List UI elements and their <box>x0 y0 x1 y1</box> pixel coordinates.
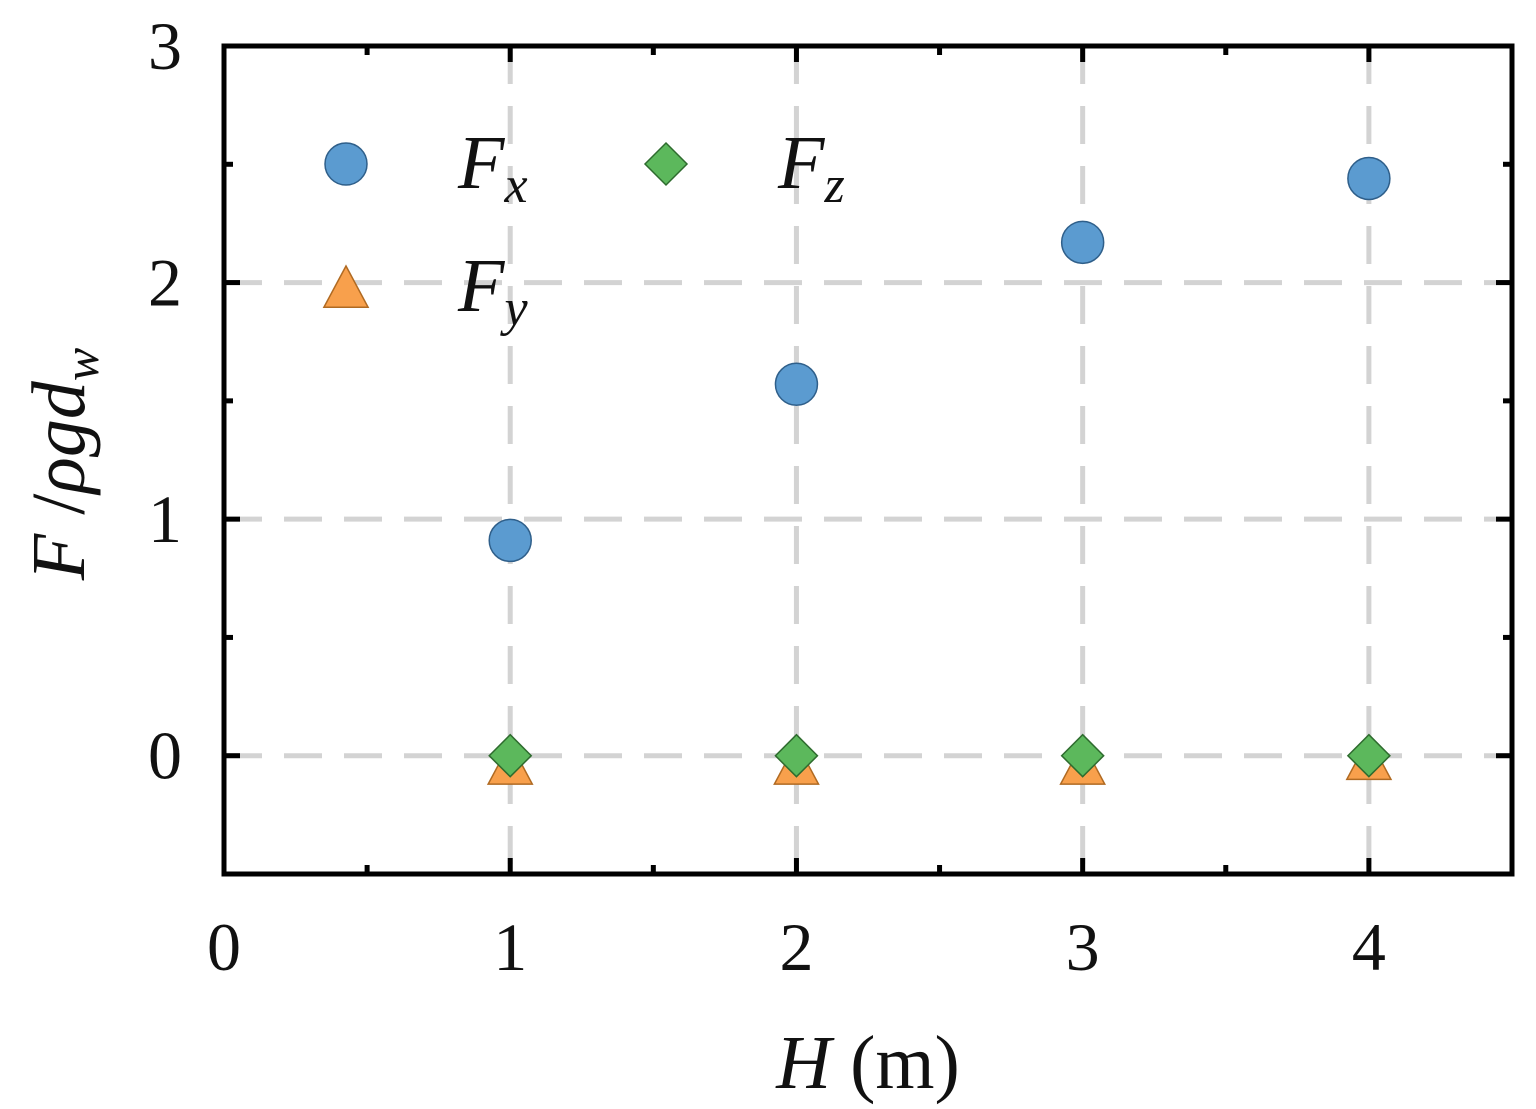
series-fy <box>486 736 1393 785</box>
legend-marker <box>324 142 368 186</box>
x-axis-tick-labels: 0 1 2 3 4 <box>207 909 1386 985</box>
x-tick-label: 4 <box>1352 909 1386 985</box>
y-tick-label: 0 <box>148 718 182 794</box>
y-axis-d: d <box>17 380 101 419</box>
legend-label-symbol: F <box>777 121 826 205</box>
legend-label: Fx <box>457 121 528 214</box>
data-point-fz <box>774 733 819 778</box>
data-point-fx <box>774 362 819 407</box>
x-axis-symbol: H <box>775 1021 835 1105</box>
y-tick-label: 2 <box>148 245 182 321</box>
y-axis-rho-g: ρg <box>17 419 101 495</box>
data-markers <box>486 156 1393 785</box>
x-axis-label: H (m) <box>775 1021 960 1105</box>
x-tick-label: 0 <box>207 909 241 985</box>
y-axis-slash: / <box>17 493 101 534</box>
x-axis-unit: (m) <box>831 1021 960 1105</box>
legend-entry-fy: Fy <box>322 244 528 337</box>
data-point-fx <box>488 518 532 563</box>
data-point-fx <box>1347 156 1391 201</box>
plot-frame <box>221 43 1515 877</box>
legend-label-symbol: F <box>457 244 506 328</box>
legend-label-subscript: x <box>503 157 527 214</box>
legend-label-symbol: F <box>457 121 506 205</box>
series-fx <box>488 156 1391 563</box>
axis-ticks <box>221 43 1512 877</box>
series-fz <box>488 733 1391 778</box>
data-point-fz <box>1060 733 1105 778</box>
x-tick-label: 1 <box>493 909 527 985</box>
grid-lines <box>224 46 1512 874</box>
legend-entry-fz: Fz <box>643 121 845 214</box>
y-axis-numerator: F <box>17 532 101 581</box>
y-tick-label: 3 <box>148 8 182 84</box>
legend-label: Fz <box>777 121 845 214</box>
data-point-fx <box>1060 220 1105 265</box>
legend-label-subscript: y <box>499 280 528 337</box>
legend-entry-fx: Fx <box>324 121 528 214</box>
x-tick-label: 3 <box>1066 909 1100 985</box>
legend-label: Fy <box>457 244 528 337</box>
y-tick-label: 1 <box>148 481 182 557</box>
x-tick-label: 2 <box>779 909 813 985</box>
legend-label-subscript: z <box>823 157 844 214</box>
y-axis-label: F /ρgdw <box>17 348 109 581</box>
data-point-fz <box>1346 733 1391 778</box>
data-point-fz <box>488 733 533 778</box>
y-axis-tick-labels: 0 1 2 3 <box>148 8 182 794</box>
legend-marker <box>322 264 370 309</box>
legend-marker <box>643 141 689 187</box>
y-axis-subscript: w <box>53 348 109 381</box>
